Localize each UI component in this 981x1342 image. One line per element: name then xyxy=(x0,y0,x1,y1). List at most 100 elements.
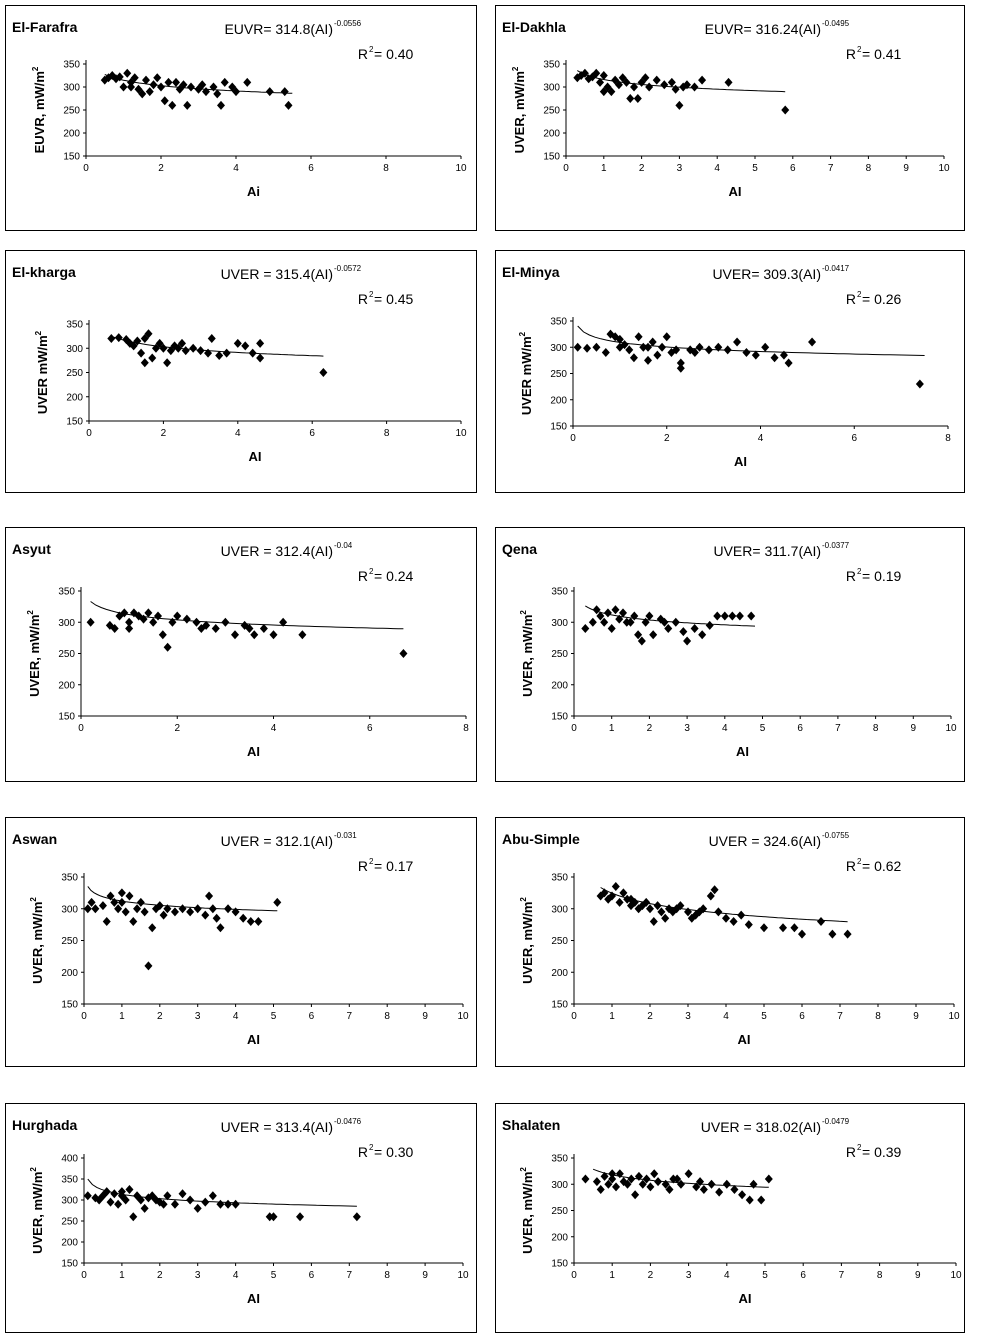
data-point xyxy=(110,1189,119,1199)
chart-panel: Hurghada UVER = 313.4(AI) -0.0476 R 2 = 0.30… xyxy=(5,1103,477,1333)
data-point xyxy=(163,642,172,652)
x-tick-label: 6 xyxy=(800,1270,806,1281)
x-tick-label: 2 xyxy=(157,1011,163,1022)
y-tick-label: 250 xyxy=(66,368,83,379)
x-tick-label: 0 xyxy=(81,1011,87,1022)
data-point xyxy=(722,1179,731,1189)
data-point xyxy=(642,897,651,907)
x-tick-label: 7 xyxy=(347,1270,353,1281)
data-point xyxy=(738,1190,747,1200)
x-tick-label: 8 xyxy=(945,433,951,444)
x-tick-label: 3 xyxy=(195,1270,201,1281)
data-point xyxy=(145,87,154,97)
x-tick-label: 4 xyxy=(714,163,720,174)
y-axis-label-sup: 2 xyxy=(26,610,35,615)
y-axis-label-text: UVER, mW/m xyxy=(30,1172,45,1254)
data-point xyxy=(600,888,609,898)
y-tick-label: 250 xyxy=(58,649,75,660)
y-axis-label: UVER, mW/m2 xyxy=(519,1167,535,1254)
x-tick-label: 4 xyxy=(271,723,277,734)
r-squared-sup: 2 xyxy=(369,857,374,866)
x-tick-label: 1 xyxy=(609,1270,615,1281)
x-tick-label: 5 xyxy=(271,1270,277,1281)
data-point xyxy=(170,341,179,351)
data-point xyxy=(140,907,149,917)
x-tick-label: 8 xyxy=(875,1011,881,1022)
x-tick-label: 8 xyxy=(384,1270,390,1281)
x-axis-label: AI xyxy=(739,1291,752,1306)
data-point xyxy=(256,338,265,348)
data-point xyxy=(125,891,134,901)
data-point xyxy=(164,77,173,87)
x-tick-label: 4 xyxy=(233,163,239,174)
y-tick-label: 200 xyxy=(61,1238,78,1249)
y-tick-label: 400 xyxy=(61,1154,78,1165)
data-point xyxy=(634,332,643,342)
r-squared-label: R xyxy=(358,46,368,62)
x-tick-label: 7 xyxy=(839,1270,845,1281)
data-point xyxy=(183,100,192,110)
data-point xyxy=(660,617,669,627)
data-point xyxy=(662,332,671,342)
x-tick-label: 2 xyxy=(647,723,653,734)
data-point xyxy=(205,891,214,901)
data-point xyxy=(915,379,924,389)
x-tick-label: 4 xyxy=(233,1011,239,1022)
data-point xyxy=(695,907,704,917)
data-point xyxy=(127,82,135,92)
data-point xyxy=(125,617,134,627)
data-point xyxy=(178,338,186,348)
data-point xyxy=(129,341,138,351)
data-point xyxy=(198,80,207,90)
data-point xyxy=(592,605,601,615)
fit-equation: UVER = 315.4(AI) xyxy=(221,266,333,282)
data-point xyxy=(661,913,670,923)
data-point xyxy=(221,617,230,627)
x-tick-label: 7 xyxy=(835,723,841,734)
data-point xyxy=(650,1169,659,1179)
data-point xyxy=(224,1199,233,1209)
data-point xyxy=(672,904,681,914)
chart-panel: Abu-Simple UVER = 324.6(AI) -0.0755 R 2 = 0.… xyxy=(495,817,965,1067)
data-point xyxy=(615,614,624,624)
data-point xyxy=(209,82,218,92)
x-tick-label: 6 xyxy=(797,723,803,734)
data-point xyxy=(828,929,837,939)
data-point xyxy=(149,80,158,90)
data-point xyxy=(723,345,732,355)
x-tick-label: 2 xyxy=(158,163,164,174)
x-tick-label: 9 xyxy=(422,1270,428,1281)
x-tick-label: 8 xyxy=(873,723,879,734)
y-axis-label-sup: 2 xyxy=(511,66,520,71)
data-point xyxy=(192,617,201,627)
fit-exponent: -0.0479 xyxy=(822,1117,850,1126)
y-tick-label: 350 xyxy=(550,317,567,328)
x-tick-label: 3 xyxy=(684,723,690,734)
x-axis-label: AI xyxy=(247,1291,260,1306)
data-point xyxy=(202,87,210,97)
y-tick-label: 150 xyxy=(543,152,560,163)
x-tick-label: 2 xyxy=(664,433,670,444)
data-point xyxy=(399,649,408,658)
x-tick-label: 0 xyxy=(571,1011,577,1022)
data-point xyxy=(148,923,157,933)
data-point xyxy=(140,358,149,368)
x-tick-label: 2 xyxy=(157,1270,163,1281)
y-tick-label: 250 xyxy=(61,936,78,947)
y-tick-label: 150 xyxy=(551,1000,568,1011)
data-point xyxy=(664,624,673,633)
data-point xyxy=(125,1185,134,1194)
data-point xyxy=(611,75,620,85)
y-tick-label: 150 xyxy=(551,1259,568,1270)
x-tick-label: 9 xyxy=(915,1270,921,1281)
data-point xyxy=(245,624,254,633)
r-squared-label: R xyxy=(358,291,368,307)
data-point xyxy=(599,87,608,97)
data-point xyxy=(215,351,224,361)
y-tick-label: 250 xyxy=(61,1217,78,1228)
data-point xyxy=(638,901,647,911)
data-point xyxy=(614,80,623,90)
data-point xyxy=(604,894,613,904)
data-point xyxy=(158,630,167,640)
data-point xyxy=(159,1199,168,1209)
